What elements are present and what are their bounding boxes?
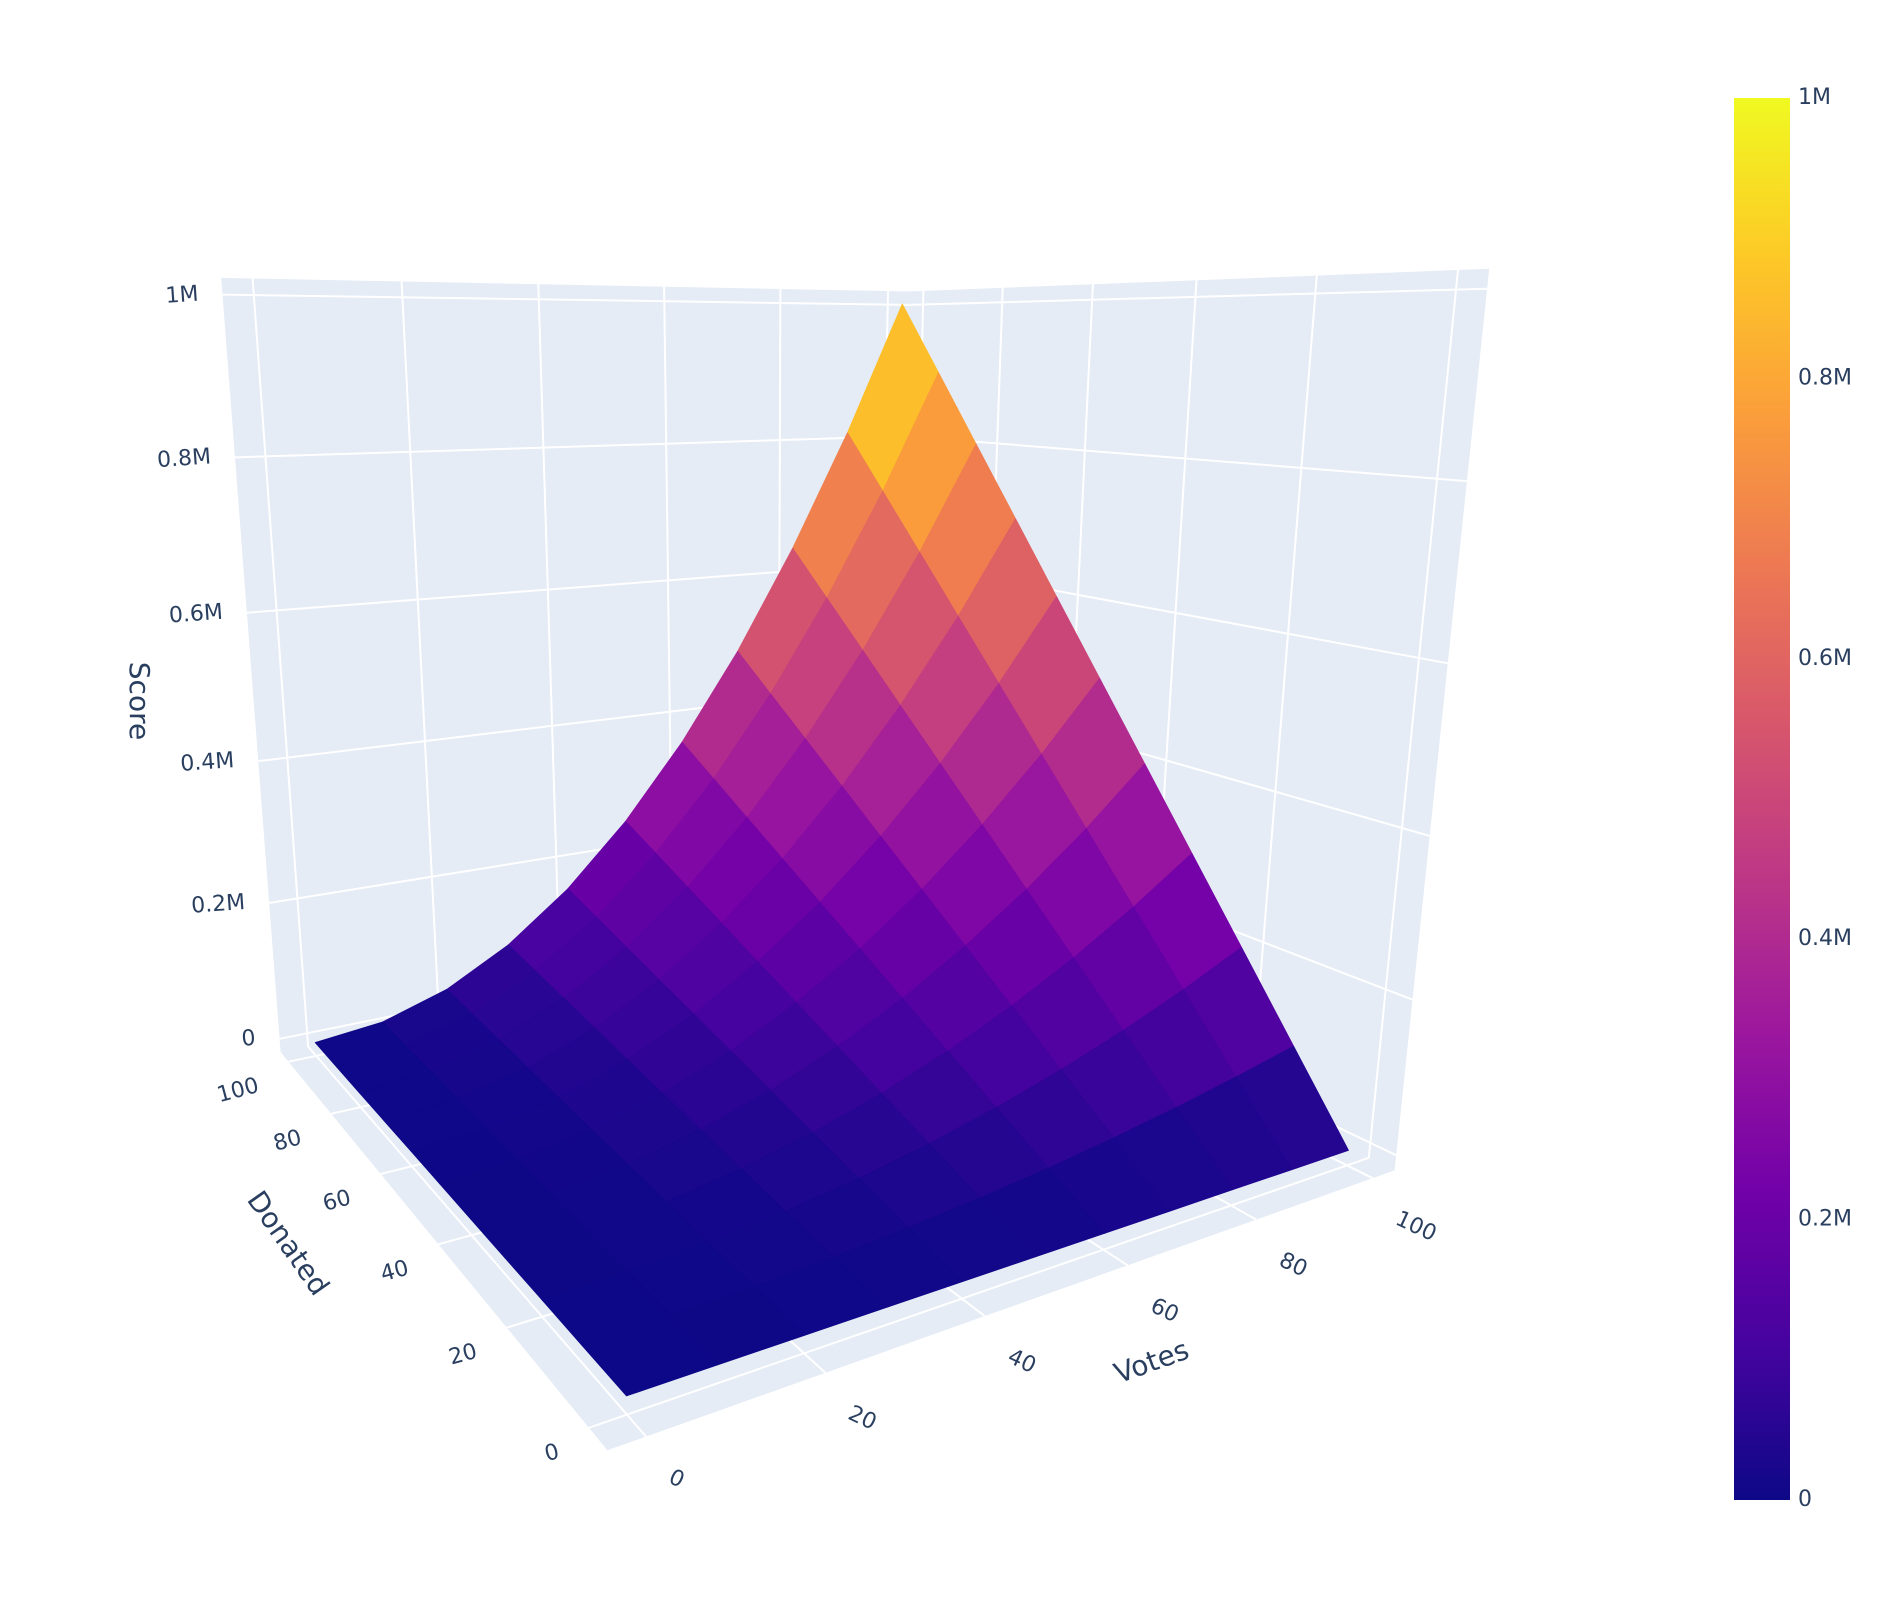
y-axis-title: Donated [240, 1185, 336, 1302]
x-tick-label: 20 [844, 1401, 880, 1435]
x-tick-label: 60 [1147, 1294, 1183, 1328]
grid-line [908, 287, 1488, 306]
z-tick-label: 0 [241, 1026, 257, 1052]
x-tick-label: 0 [665, 1465, 688, 1494]
y-tick-label: 40 [378, 1256, 412, 1287]
z-axis-title: Score [123, 662, 156, 740]
colorbar-tick-label: 0 [1798, 1487, 1812, 1512]
colorbar-tick-label: 0.6M [1798, 646, 1852, 671]
z-tick-label: 0.4M [180, 748, 236, 777]
colorbar-gradient [1734, 98, 1790, 1500]
grid-line [905, 435, 1467, 483]
colorbar-tick-label: 0.2M [1798, 1207, 1852, 1232]
colorbar-tick-label: 0.4M [1798, 926, 1852, 951]
y-tick-label: 80 [271, 1125, 305, 1156]
surface-patch [581, 1315, 719, 1397]
grid-line [222, 293, 909, 306]
z-tick-label: 1M [165, 282, 200, 309]
x-tick-label: 40 [1004, 1344, 1040, 1378]
colorbar: 0 0.2M 0.4M 0.6M 0.8M 1M [1734, 85, 1852, 1512]
surface [314, 303, 1349, 1397]
x-axis-title: Votes [1110, 1333, 1194, 1390]
z-tick-label: 0.2M [190, 890, 246, 919]
y-tick-label: 100 [215, 1073, 262, 1108]
y-tick-label: 60 [320, 1185, 354, 1216]
x-tick-label: 80 [1275, 1248, 1311, 1282]
grid-line [234, 435, 906, 459]
y-tick-label: 0 [542, 1439, 562, 1467]
grid-line [251, 278, 310, 1047]
grid-line [1249, 275, 1318, 1101]
grid-line [588, 1156, 1370, 1429]
x-tick-label: 100 [1392, 1206, 1441, 1246]
colorbar-tick-label: 1M [1798, 85, 1831, 110]
z-tick-label: 0.6M [168, 600, 224, 629]
grid-line [1367, 269, 1459, 1158]
grid-line [307, 1045, 647, 1438]
y-tick-label: 20 [446, 1339, 480, 1370]
z-tick-label: 0.8M [156, 444, 212, 473]
colorbar-tick-label: 0.8M [1798, 365, 1852, 390]
grid-line [537, 284, 562, 995]
grid-line [400, 281, 441, 1020]
